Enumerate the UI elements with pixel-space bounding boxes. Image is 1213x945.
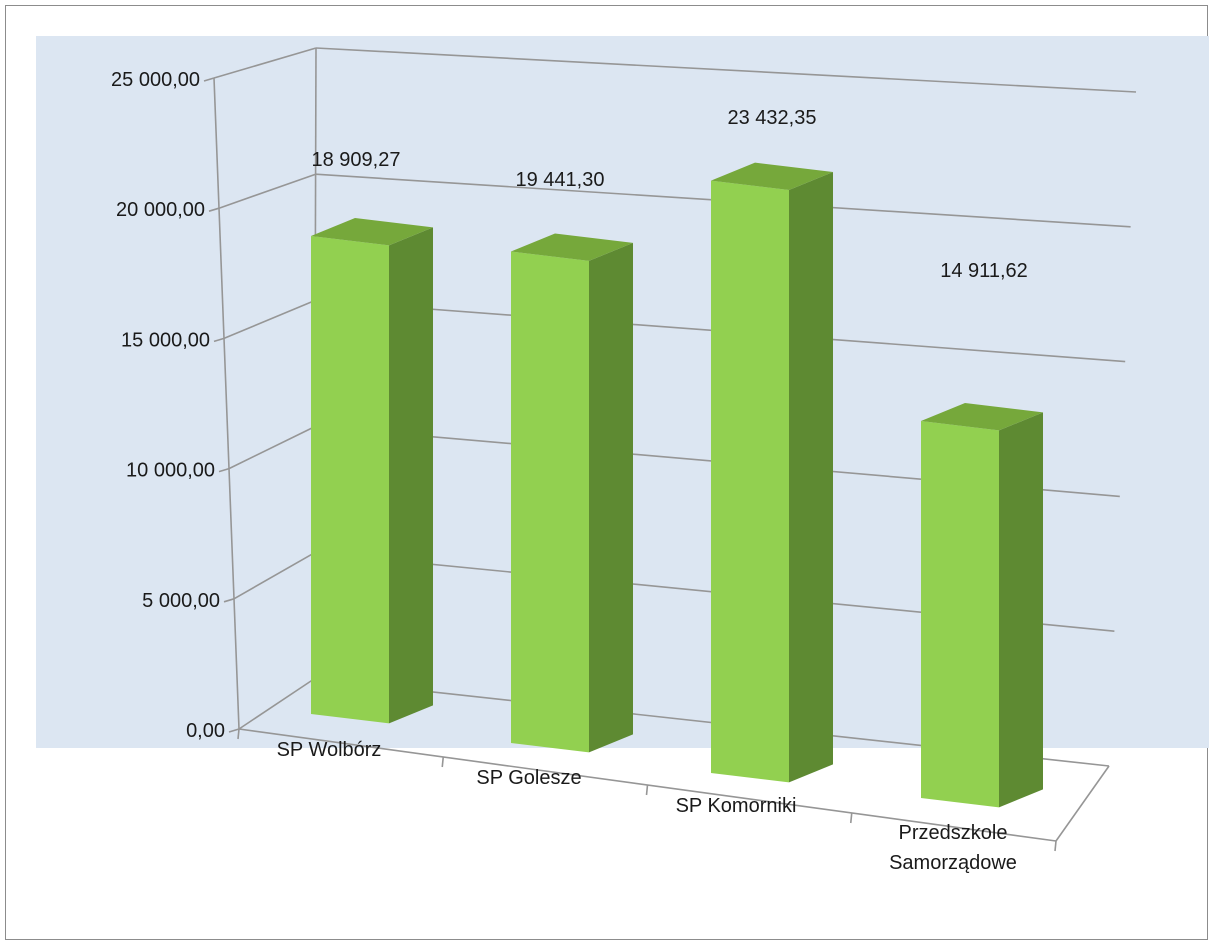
category-label-line: SP Golesze — [476, 767, 581, 789]
bar-front-face — [511, 251, 589, 753]
side-gridline — [238, 678, 315, 730]
bar — [511, 233, 633, 753]
bars — [311, 162, 1043, 808]
data-label: 14 911,62 — [940, 260, 1028, 282]
bar-chart: 0,00 5 000,00 10 000,00 15 000,00 20 000,00 2… — [36, 36, 1209, 874]
category-label-line: SP Komorniki — [676, 795, 797, 817]
category-label-line: Samorządowe — [889, 852, 1017, 874]
y-tick-label: 0,00 — [186, 720, 225, 742]
bar-side-face — [389, 227, 433, 724]
y-axis-line — [213, 77, 240, 730]
side-gridline — [233, 552, 315, 600]
side-gridline — [228, 425, 316, 470]
x-tick-mark — [441, 756, 445, 768]
chart-frame: 0,00 5 000,00 10 000,00 15 000,00 20 000,00 2… — [5, 5, 1209, 940]
x-tick-mark — [237, 728, 240, 740]
x-tick-mark — [849, 812, 853, 824]
category-label: SP Golesze — [476, 767, 581, 789]
bar — [711, 162, 833, 783]
bar-front-face — [311, 235, 389, 724]
back-gridline — [315, 47, 1137, 93]
data-label: 19 441,30 — [516, 169, 605, 191]
bar-top-face — [511, 233, 633, 261]
y-tick-mark — [223, 598, 235, 603]
y-tick-labels: 0,00 5 000,00 10 000,00 15 000,00 20 000,00 2… — [111, 69, 225, 742]
side-gridline — [218, 173, 316, 209]
category-label: SP Komorniki — [676, 795, 797, 817]
y-tick-mark — [203, 77, 215, 82]
x-tick-mark — [1054, 840, 1057, 852]
data-labels: 18 909,27 19 441,30 23 432,35 14 911,62 — [312, 107, 1028, 282]
bar-front-face — [711, 180, 789, 783]
floor-right-edge — [1055, 765, 1110, 842]
bar — [921, 403, 1043, 808]
bar-top-face — [311, 217, 433, 246]
side-gridline — [223, 299, 316, 340]
category-label-line: Przedszkole — [899, 822, 1008, 844]
bar — [311, 217, 433, 724]
bar-front-face — [921, 421, 999, 808]
data-label: 23 432,35 — [728, 107, 817, 129]
x-tick-mark — [645, 784, 649, 796]
data-label: 18 909,27 — [312, 149, 401, 171]
y-tick-label: 5 000,00 — [142, 590, 220, 612]
y-tick-label: 25 000,00 — [111, 69, 200, 91]
bar-top-face — [921, 403, 1043, 431]
category-label: SP Wolbórz — [277, 739, 382, 761]
y-tick-label: 15 000,00 — [121, 329, 210, 351]
bar-top-face — [711, 162, 833, 190]
bar-side-face — [589, 242, 633, 753]
category-label-line: SP Wolbórz — [277, 739, 382, 761]
category-label: Przedszkole Samorządowe — [889, 822, 1017, 874]
y-tick-mark — [208, 207, 220, 212]
y-tick-label: 20 000,00 — [116, 199, 205, 221]
y-tick-mark — [213, 337, 225, 343]
bar-side-face — [789, 171, 833, 783]
y-tick-mark — [218, 467, 230, 473]
y-tick-mark — [228, 728, 240, 733]
bar-side-face — [999, 412, 1043, 808]
category-labels: SP Wolbórz SP Golesze SP Komorniki Przedszk… — [277, 739, 1017, 874]
y-tick-label: 10 000,00 — [126, 460, 215, 482]
side-gridline — [213, 47, 317, 79]
